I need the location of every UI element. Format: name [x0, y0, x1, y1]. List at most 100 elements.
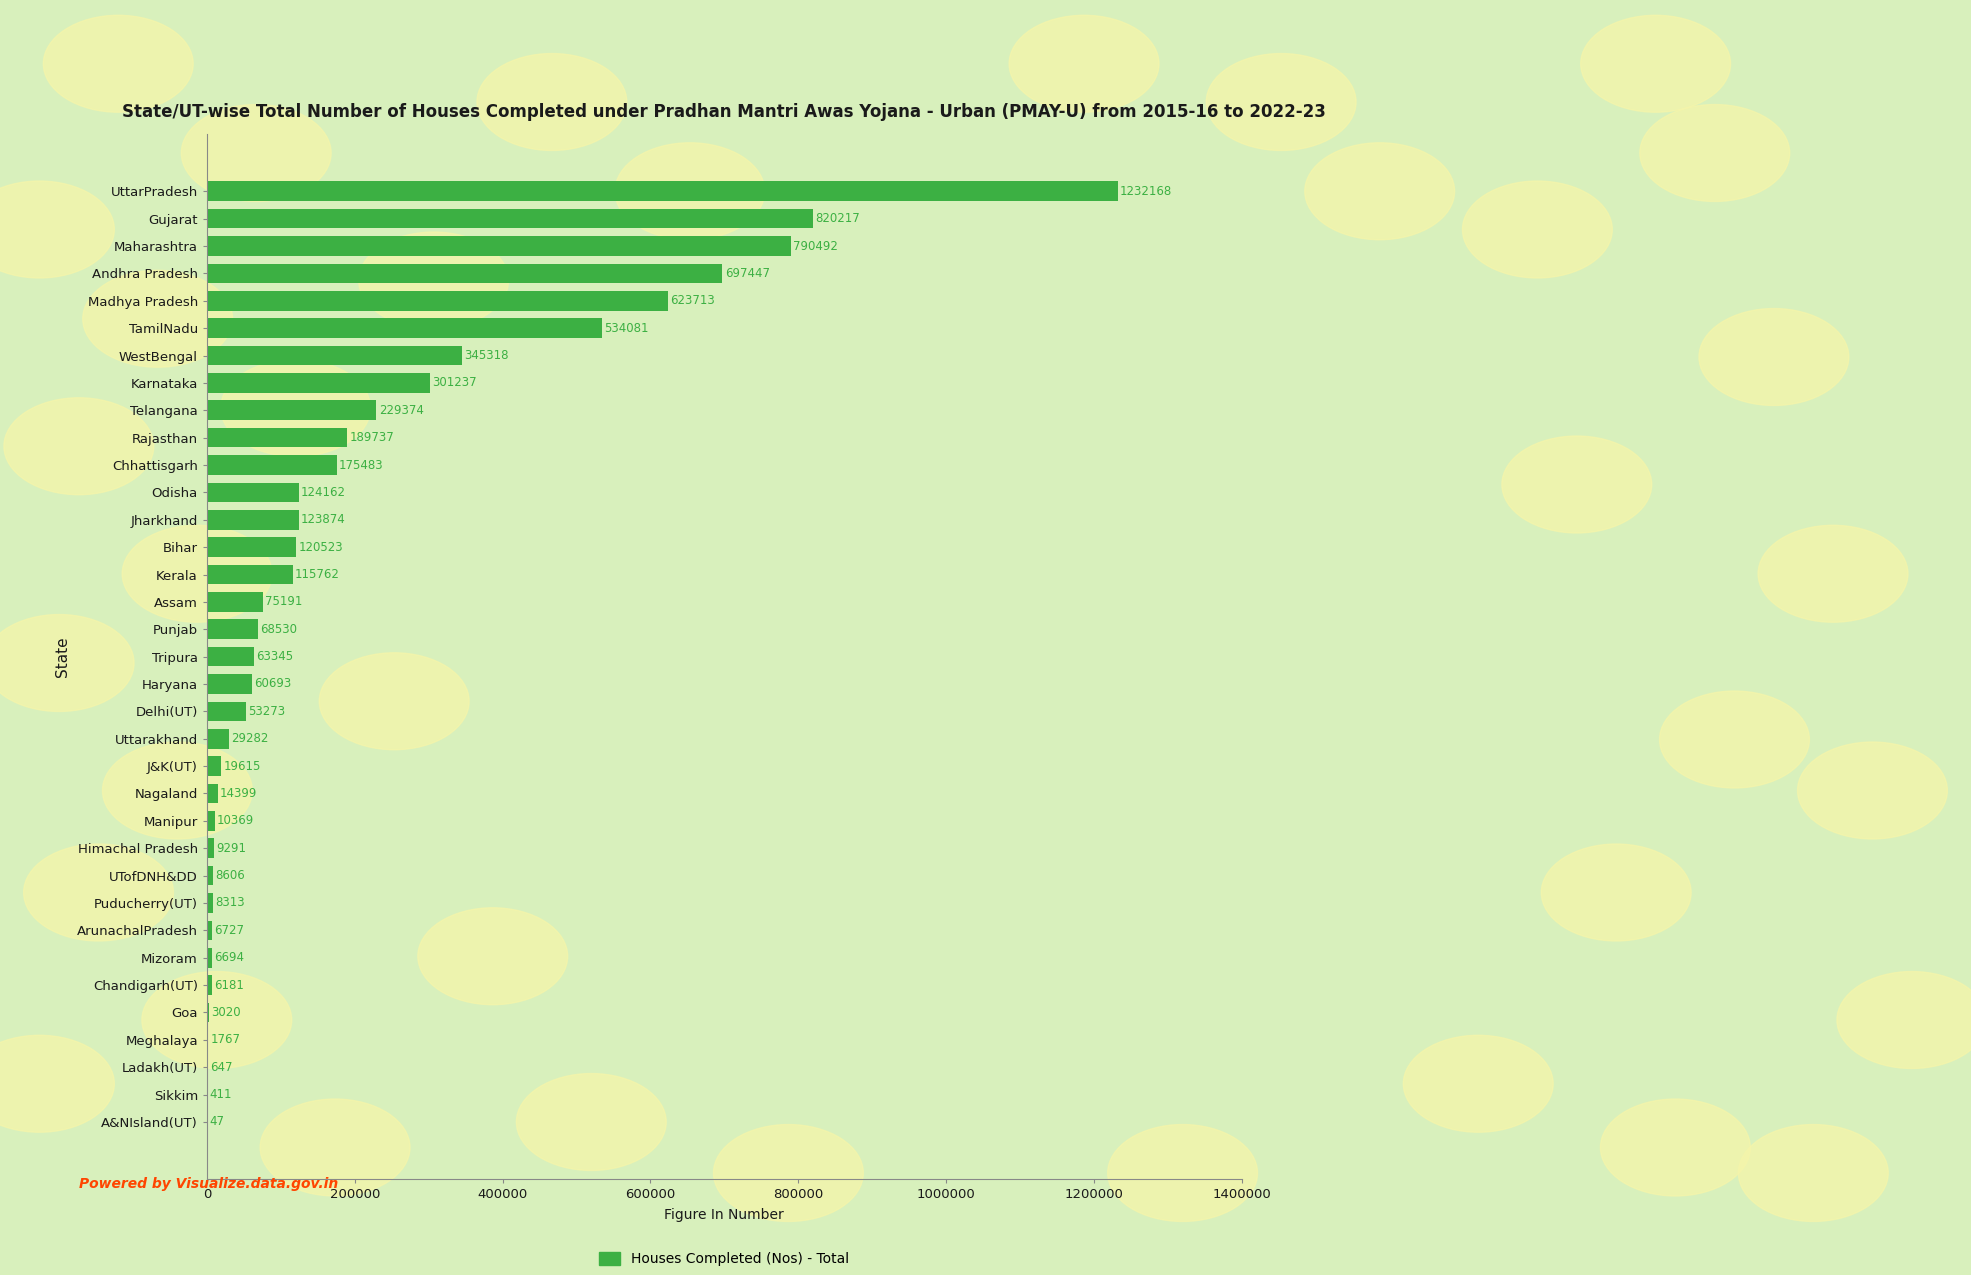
- Bar: [207, 374, 430, 393]
- Bar: [207, 701, 246, 722]
- Circle shape: [1837, 972, 1971, 1068]
- Text: 8313: 8313: [215, 896, 244, 909]
- Circle shape: [477, 54, 627, 150]
- Circle shape: [1403, 1035, 1553, 1132]
- Text: 175483: 175483: [339, 459, 384, 472]
- Bar: [207, 729, 229, 748]
- Circle shape: [221, 360, 371, 456]
- Y-axis label: State: State: [55, 636, 71, 677]
- Bar: [207, 264, 723, 283]
- Bar: [207, 866, 213, 885]
- Circle shape: [1640, 105, 1790, 201]
- Text: 411: 411: [209, 1088, 233, 1102]
- Bar: [207, 646, 254, 667]
- Bar: [207, 565, 292, 584]
- Circle shape: [418, 908, 568, 1005]
- Text: 120523: 120523: [298, 541, 343, 553]
- Bar: [207, 894, 213, 913]
- Circle shape: [1758, 525, 1908, 622]
- Bar: [207, 319, 601, 338]
- Text: 1767: 1767: [211, 1033, 240, 1047]
- Bar: [207, 1002, 209, 1023]
- Bar: [207, 592, 262, 612]
- Circle shape: [1738, 1125, 1888, 1221]
- Text: 124162: 124162: [302, 486, 347, 499]
- Text: 6727: 6727: [215, 924, 244, 937]
- Bar: [207, 400, 376, 419]
- Circle shape: [615, 143, 765, 240]
- Text: Powered by Visualize.data.gov.in: Powered by Visualize.data.gov.in: [79, 1177, 339, 1191]
- Circle shape: [1462, 181, 1612, 278]
- Circle shape: [1502, 436, 1652, 533]
- Text: 29282: 29282: [231, 732, 268, 746]
- Text: 647: 647: [209, 1061, 233, 1074]
- Circle shape: [43, 15, 193, 112]
- Bar: [207, 975, 211, 994]
- X-axis label: Figure In Number: Figure In Number: [664, 1209, 784, 1223]
- Circle shape: [1541, 844, 1691, 941]
- Text: 9291: 9291: [217, 842, 246, 854]
- Circle shape: [1581, 15, 1731, 112]
- Bar: [207, 674, 252, 694]
- Bar: [207, 620, 258, 639]
- Legend: Houses Completed (Nos) - Total: Houses Completed (Nos) - Total: [593, 1247, 855, 1271]
- Bar: [207, 428, 347, 448]
- Bar: [207, 921, 213, 940]
- Bar: [207, 482, 300, 502]
- Circle shape: [319, 653, 469, 750]
- Text: 1232168: 1232168: [1120, 185, 1173, 198]
- Text: 534081: 534081: [603, 321, 648, 334]
- Bar: [207, 291, 668, 311]
- Bar: [207, 209, 814, 228]
- Circle shape: [142, 972, 292, 1068]
- Text: 345318: 345318: [465, 349, 509, 362]
- Circle shape: [260, 1099, 410, 1196]
- Circle shape: [0, 615, 134, 711]
- Bar: [207, 510, 298, 529]
- Bar: [207, 455, 337, 474]
- Circle shape: [24, 844, 173, 941]
- Title: State/UT-wise Total Number of Houses Completed under Pradhan Mantri Awas Yojana : State/UT-wise Total Number of Houses Com…: [122, 103, 1326, 121]
- Text: 697447: 697447: [725, 266, 769, 280]
- Text: 8606: 8606: [215, 870, 244, 882]
- Text: 790492: 790492: [794, 240, 838, 252]
- Text: 63345: 63345: [256, 650, 294, 663]
- Circle shape: [359, 232, 509, 329]
- Bar: [207, 839, 213, 858]
- Text: 229374: 229374: [378, 404, 424, 417]
- Bar: [207, 236, 790, 256]
- Text: 14399: 14399: [221, 787, 256, 799]
- Circle shape: [516, 1074, 666, 1170]
- Circle shape: [1108, 1125, 1257, 1221]
- Circle shape: [1600, 1099, 1750, 1196]
- Text: 3020: 3020: [211, 1006, 240, 1019]
- Text: 60693: 60693: [254, 677, 292, 691]
- Text: 820217: 820217: [816, 212, 859, 226]
- Circle shape: [1699, 309, 1849, 405]
- Circle shape: [102, 742, 252, 839]
- Text: 115762: 115762: [296, 567, 339, 581]
- Circle shape: [1305, 143, 1455, 240]
- Text: 68530: 68530: [260, 622, 298, 636]
- Text: 301237: 301237: [432, 376, 477, 389]
- Text: 189737: 189737: [349, 431, 394, 444]
- Circle shape: [1798, 742, 1947, 839]
- Text: 53273: 53273: [248, 705, 286, 718]
- Circle shape: [1009, 15, 1159, 112]
- Circle shape: [122, 525, 272, 622]
- Circle shape: [181, 105, 331, 201]
- Bar: [207, 537, 296, 557]
- Text: 123874: 123874: [302, 514, 345, 527]
- Circle shape: [4, 398, 154, 495]
- Text: 623713: 623713: [670, 295, 715, 307]
- Text: 19615: 19615: [223, 760, 260, 773]
- Circle shape: [0, 181, 114, 278]
- Text: 6694: 6694: [215, 951, 244, 964]
- Bar: [207, 947, 213, 968]
- Bar: [207, 784, 217, 803]
- Text: 10369: 10369: [217, 815, 254, 827]
- Bar: [207, 811, 215, 831]
- Text: 47: 47: [209, 1116, 225, 1128]
- Circle shape: [83, 270, 233, 367]
- Circle shape: [714, 1125, 863, 1221]
